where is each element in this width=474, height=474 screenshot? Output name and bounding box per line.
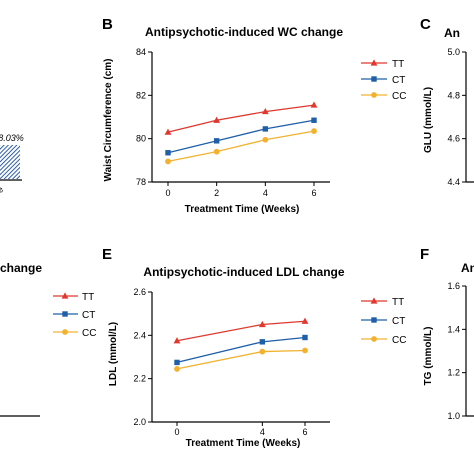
data-point-tt bbox=[164, 128, 172, 135]
left-legend-label: TT bbox=[82, 292, 94, 303]
x-tick-label: 0 bbox=[174, 427, 179, 437]
y-tick-label: 82 bbox=[136, 90, 146, 100]
legend-label: TT bbox=[392, 297, 404, 308]
left-fragment-top: 8.03% one bbox=[0, 133, 24, 202]
data-point-ct bbox=[174, 359, 180, 366]
y-tick-label: 2.0 bbox=[133, 417, 146, 427]
data-point-cc bbox=[213, 148, 220, 155]
data-point-tt bbox=[310, 101, 318, 108]
legend-marker-ct bbox=[371, 76, 377, 82]
x-tick-label: 4 bbox=[263, 188, 268, 198]
x-tick-label: 4 bbox=[260, 427, 265, 437]
series-line-tt bbox=[176, 320, 306, 342]
data-point-cc bbox=[302, 347, 308, 354]
series-line-ct bbox=[176, 336, 306, 364]
x-axis-label-e: Treatment Time (Weeks) bbox=[186, 438, 301, 449]
x-tick-label: 2 bbox=[214, 188, 219, 198]
x-tick-label: 6 bbox=[302, 427, 307, 437]
y-axis-label-f: TG (mmol/L) bbox=[423, 327, 434, 386]
panel-e-ldl: E Antipsychotic-induced LDL change LDL (… bbox=[102, 246, 406, 449]
y-axis-label-e: LDL (mmol/L) bbox=[108, 322, 119, 386]
y-tick-label: 1.2 bbox=[447, 368, 460, 378]
left-bar-label: 8.03% bbox=[0, 133, 24, 143]
data-point-ct bbox=[165, 150, 171, 156]
y-tick-label: 4.8 bbox=[447, 90, 460, 100]
data-point-ct bbox=[262, 126, 269, 132]
legend-marker-tt bbox=[370, 59, 378, 66]
left-mid-title: change bbox=[0, 261, 42, 275]
data-point-cc bbox=[165, 158, 171, 165]
data-point-tt bbox=[301, 317, 309, 324]
data-point-cc bbox=[174, 366, 180, 372]
data-point-ct bbox=[259, 339, 266, 345]
panel-label-e: E bbox=[102, 246, 112, 263]
left-legend-label: CC bbox=[82, 328, 96, 339]
panel-label-c: C bbox=[420, 16, 431, 33]
legend-label: CC bbox=[392, 335, 406, 346]
legend-label: CC bbox=[392, 91, 406, 102]
legend-marker-cc bbox=[371, 92, 377, 98]
y-tick-label: 1.0 bbox=[447, 411, 460, 421]
panel-c-glu: C An GLU (mmol/L) 4.4 4.6 4.8 5.0 bbox=[420, 16, 474, 187]
left-legend-marker-ct bbox=[62, 311, 68, 317]
chart-title-f: An bbox=[461, 261, 474, 275]
legend-label: TT bbox=[392, 59, 404, 70]
left-legend-marker-tt bbox=[61, 292, 69, 299]
left-bar bbox=[0, 145, 20, 179]
legend: TT CT CC bbox=[361, 59, 406, 102]
y-tick-label: 4.4 bbox=[447, 177, 460, 187]
series-line-cc bbox=[176, 349, 306, 370]
panel-label-b: B bbox=[102, 16, 113, 33]
series-line-ct bbox=[167, 119, 315, 154]
y-axis-label-c: GLU (mmol/L) bbox=[423, 87, 434, 153]
series-line-tt bbox=[167, 104, 315, 133]
data-point-tt bbox=[213, 116, 221, 123]
data-point-ct bbox=[311, 117, 317, 123]
y-tick-label: 2.4 bbox=[133, 330, 146, 340]
data-point-cc bbox=[311, 128, 317, 134]
x-axis-label-b: Treatment Time (Weeks) bbox=[185, 204, 300, 215]
x-tick-label: 0 bbox=[165, 188, 170, 198]
y-tick-label: 80 bbox=[136, 134, 146, 144]
panel-f-tg: F An TG (mmol/L) 1.0 1.2 1.4 1.6 bbox=[420, 246, 474, 421]
data-point-tt bbox=[258, 320, 266, 328]
y-axis-label-b: Waist Circumference (cm) bbox=[103, 59, 114, 182]
legend-label: CT bbox=[392, 75, 405, 86]
panel-label-f: F bbox=[420, 246, 429, 263]
data-point-ct bbox=[213, 138, 220, 144]
y-tick-label: 84 bbox=[136, 47, 146, 57]
left-legend: TT CT CC bbox=[53, 292, 96, 339]
data-point-cc bbox=[259, 348, 266, 355]
y-tick-label: 78 bbox=[136, 177, 146, 187]
data-point-ct bbox=[302, 334, 308, 341]
data-point-tt bbox=[261, 107, 269, 115]
y-tick-label: 2.2 bbox=[133, 374, 146, 384]
x-tick-label: 6 bbox=[311, 188, 316, 198]
chart-title-e: Antipsychotic-induced LDL change bbox=[143, 265, 344, 279]
series-line-cc bbox=[167, 130, 315, 163]
y-tick-label: 4.6 bbox=[447, 134, 460, 144]
legend-marker-tt bbox=[370, 297, 378, 304]
y-tick-label: 5.0 bbox=[447, 47, 460, 57]
y-tick-label: 2.6 bbox=[133, 287, 146, 297]
left-legend-label: CT bbox=[82, 310, 95, 321]
panel-b-wc: B Antipsychotic-induced WC change Waist … bbox=[102, 16, 406, 215]
y-tick-label: 1.4 bbox=[447, 324, 460, 334]
left-fragment-bottom: change TT CT CC bbox=[0, 261, 96, 417]
left-xtick: one bbox=[0, 184, 5, 202]
chart-title-c: An bbox=[444, 26, 460, 40]
legend-label: CT bbox=[392, 316, 405, 327]
data-point-tt bbox=[173, 337, 181, 344]
legend-marker-ct bbox=[371, 317, 377, 323]
legend-marker-cc bbox=[371, 336, 377, 342]
data-point-cc bbox=[262, 136, 269, 143]
y-tick-label: 1.6 bbox=[447, 281, 460, 291]
chart-title-b: Antipsychotic-induced WC change bbox=[145, 25, 343, 39]
legend: TT CT CC bbox=[361, 297, 406, 346]
left-legend-marker-cc bbox=[62, 329, 68, 335]
